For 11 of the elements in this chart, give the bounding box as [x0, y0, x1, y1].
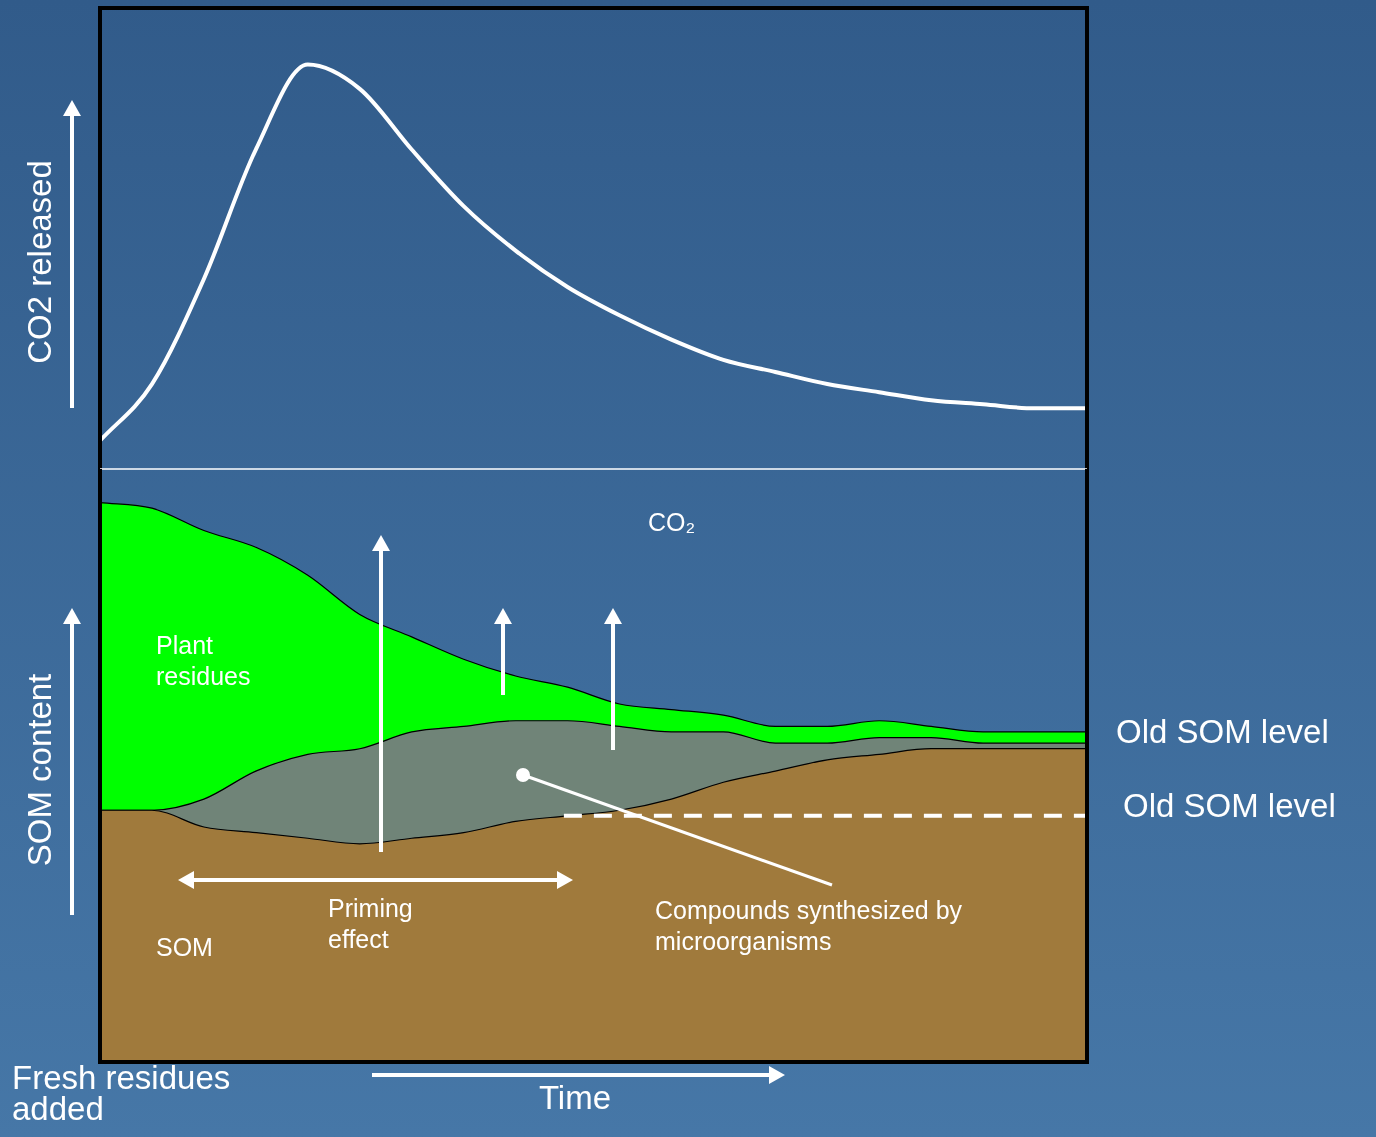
- annotation: CO₂: [648, 507, 697, 538]
- series-label: Plant residues: [156, 630, 252, 692]
- annotation: Priming effect: [328, 893, 414, 955]
- y-axis-title: CO2 released: [21, 160, 59, 364]
- text: Compounds synthesized by microorganisms: [655, 895, 964, 957]
- y-axis-title: SOM content: [21, 673, 59, 867]
- ref-line-label: Old SOM level: [1123, 786, 1336, 824]
- text: Old SOM level: [1116, 713, 1330, 750]
- x-axis-title: Time: [537, 1079, 613, 1116]
- series-label: SOM: [156, 932, 214, 963]
- annotation: Fresh residues added: [12, 1059, 232, 1127]
